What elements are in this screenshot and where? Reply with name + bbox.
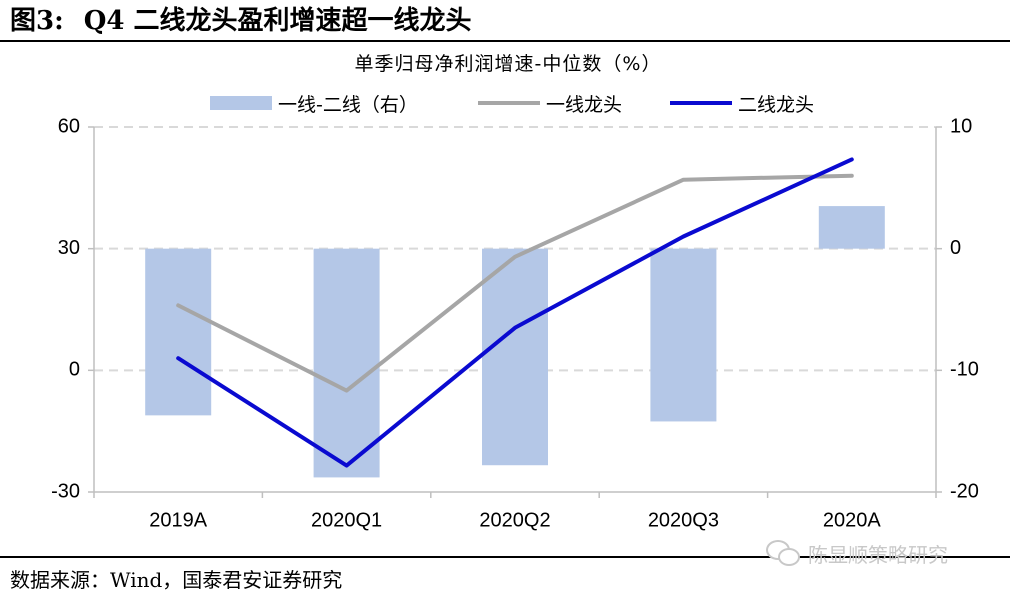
legend-label-bar: 一线-二线（右） [278,93,418,116]
x-tick-label: 2020Q3 [648,509,719,531]
y-left-tick-label: 30 [58,237,80,259]
figure-title: 图3: Q4 二线龙头盈利增速超一线龙头 [10,4,472,38]
y-left-tick-label: 60 [58,115,80,137]
y-right-tick-label: 10 [950,115,972,137]
bar-2020A [818,206,885,249]
figure-number: 图3: [10,6,64,36]
legend-swatch-bar [210,96,272,110]
wechat-icon [766,538,800,568]
watermark-text: 陈显顺策略研究 [808,542,948,567]
bar-2020Q1 [313,248,380,478]
bar-2020Q3 [650,248,717,422]
x-tick-label: 2020A [823,509,881,531]
bar-2020Q2 [482,248,548,466]
watermark: 陈显顺策略研究 [766,538,948,568]
y-right-tick-label: -20 [950,480,979,502]
title-rule [0,40,1010,42]
chart-title: 单季归母净利润增速-中位数（%） [354,53,662,75]
series-line-tier1 [176,173,854,393]
legend-label-tier1: 一线龙头 [546,93,623,116]
source-note: 数据来源：Wind，国泰君安证券研究 [10,568,343,592]
figure-title-text: Q4 二线龙头盈利增速超一线龙头 [83,6,472,36]
legend-label-tier2: 二线龙头 [738,93,815,116]
x-tick-label: 2019A [149,509,207,531]
bar-2019A [145,248,212,416]
x-tick-label: 2020Q1 [311,509,382,531]
y-left-tick-label: 0 [69,359,80,381]
legend-swatch-tier2 [670,101,732,105]
y-right-tick-label: 0 [950,237,961,259]
legend-swatch-tier1 [478,101,540,105]
source-rule [0,556,1010,558]
chart-legend: 一线-二线（右） 一线龙头 二线龙头 [0,90,1016,116]
y-right-tick-label: -10 [950,359,979,381]
legend-item-bar: 一线-二线（右） [210,90,418,116]
legend-item-tier1: 一线龙头 [478,90,622,116]
series-line-tier2 [176,157,854,468]
y-left-tick-label: -30 [51,480,80,502]
x-tick-label: 2020Q2 [479,509,550,531]
legend-item-tier2: 二线龙头 [670,90,814,116]
